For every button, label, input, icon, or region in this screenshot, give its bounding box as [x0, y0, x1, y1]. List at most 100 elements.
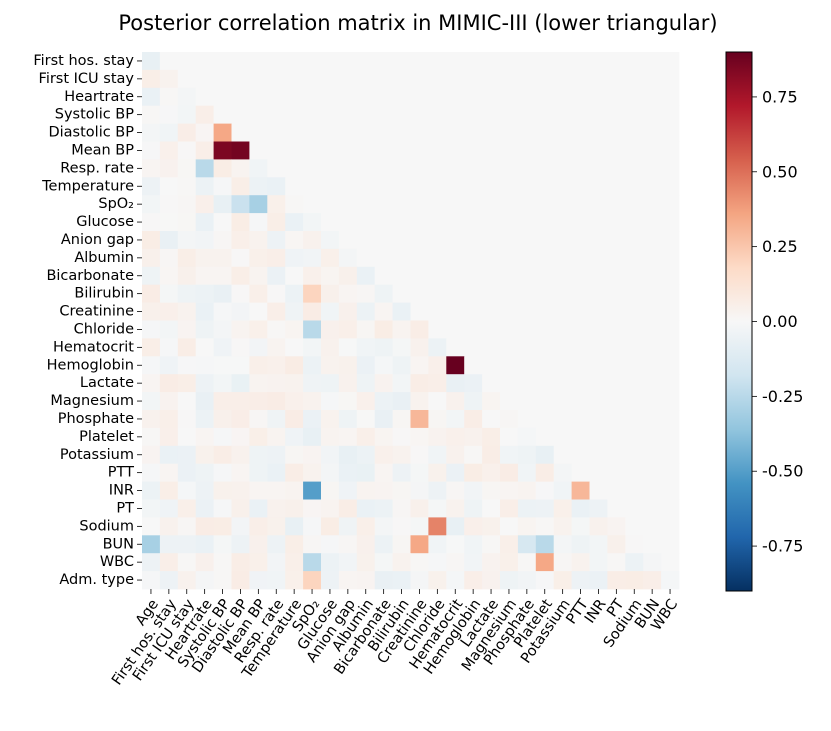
- heatmap-cell: [446, 374, 465, 393]
- heatmap-cell: [589, 248, 608, 268]
- heatmap-cell: [177, 445, 197, 465]
- heatmap-cell: [356, 52, 376, 71]
- heatmap-cell: [571, 123, 590, 142]
- heatmap-cell: [661, 266, 680, 286]
- heatmap-cell: [303, 410, 322, 429]
- heatmap-cell: [285, 159, 304, 178]
- heatmap-cell: [159, 284, 179, 303]
- heatmap-cell: [553, 284, 572, 303]
- heatmap-cell: [428, 553, 447, 572]
- row-label: Platelet: [79, 429, 134, 445]
- heatmap-cell: [142, 463, 161, 482]
- heatmap-cell: [553, 374, 572, 393]
- heatmap-cell: [249, 248, 268, 268]
- heatmap-cell: [482, 410, 501, 429]
- heatmap-cell: [392, 445, 411, 465]
- heatmap-cell: [535, 141, 555, 160]
- heatmap-cell: [177, 266, 197, 286]
- heatmap-cell: [321, 69, 340, 89]
- heatmap-cell: [643, 481, 662, 500]
- heatmap-cell: [517, 571, 537, 590]
- heatmap-cell: [571, 213, 590, 232]
- heatmap-cell: [338, 427, 358, 447]
- heatmap-cell: [338, 284, 358, 303]
- heatmap-cell: [535, 284, 555, 303]
- heatmap-cell: [428, 571, 447, 590]
- heatmap-cell: [195, 499, 214, 518]
- heatmap-cell: [625, 213, 644, 232]
- heatmap-cell: [374, 499, 393, 518]
- heatmap-cell: [321, 248, 340, 268]
- heatmap-cell: [392, 159, 411, 178]
- heatmap-cell: [625, 52, 644, 71]
- heatmap-cell: [643, 535, 662, 554]
- heatmap-cell: [410, 499, 429, 518]
- heatmap-cell: [392, 284, 411, 303]
- heatmap-cell: [535, 553, 555, 572]
- heatmap-cell: [464, 177, 483, 196]
- heatmap-cell: [553, 356, 572, 375]
- heatmap-cell: [446, 87, 465, 107]
- heatmap-cell: [374, 213, 393, 232]
- row-label: Adm. type: [59, 572, 134, 588]
- heatmap-cell: [195, 356, 214, 375]
- heatmap-cell: [482, 69, 501, 89]
- heatmap-cell: [535, 410, 555, 429]
- heatmap-cell: [625, 302, 644, 321]
- heatmap-cell: [374, 177, 393, 196]
- heatmap-cell: [195, 481, 214, 500]
- heatmap-cell: [553, 69, 572, 89]
- row-label: Sodium: [79, 518, 134, 534]
- heatmap-cell: [625, 517, 644, 536]
- heatmap-cell: [571, 141, 590, 160]
- heatmap-cell: [338, 302, 358, 321]
- heatmap-cell: [428, 338, 447, 357]
- heatmap-cell: [428, 535, 447, 554]
- heatmap-cell: [607, 52, 626, 71]
- heatmap-cell: [267, 571, 286, 590]
- heatmap-cell: [142, 159, 161, 178]
- heatmap-cell: [159, 87, 179, 107]
- heatmap-cell: [303, 338, 322, 357]
- heatmap-cell: [553, 105, 572, 124]
- heatmap-cell: [177, 320, 197, 339]
- heatmap-cell: [446, 571, 465, 590]
- heatmap-cell: [321, 517, 340, 536]
- heatmap-cell: [535, 571, 555, 590]
- heatmap-cell: [249, 517, 268, 536]
- heatmap-cell: [643, 248, 662, 268]
- heatmap-cell: [517, 427, 537, 447]
- heatmap-cell: [571, 177, 590, 196]
- heatmap-cell: [643, 338, 662, 357]
- heatmap-cell: [553, 517, 572, 536]
- heatmap-cell: [231, 105, 250, 124]
- heatmap-cell: [177, 427, 197, 447]
- heatmap-cell: [303, 499, 322, 518]
- heatmap-cell: [607, 535, 626, 554]
- heatmap-cell: [249, 177, 268, 196]
- heatmap-cell: [625, 410, 644, 429]
- row-label: Magnesium: [50, 393, 134, 409]
- heatmap-cell: [392, 87, 411, 107]
- heatmap-cell: [625, 374, 644, 393]
- heatmap-cell: [213, 499, 232, 518]
- heatmap-cell: [213, 231, 232, 250]
- heatmap-cell: [589, 410, 608, 429]
- heatmap-cell: [195, 535, 214, 554]
- heatmap-cell: [410, 338, 429, 357]
- heatmap-cell: [374, 159, 393, 178]
- heatmap-cell: [267, 445, 286, 465]
- heatmap-cell: [374, 320, 393, 339]
- heatmap-cell: [374, 195, 393, 214]
- heatmap-cell: [356, 141, 376, 160]
- heatmap-cell: [356, 553, 376, 572]
- heatmap-cell: [285, 248, 304, 268]
- heatmap-cell: [142, 195, 161, 214]
- heatmap-cell: [195, 52, 214, 71]
- heatmap-cell: [482, 105, 501, 124]
- heatmap-cell: [285, 302, 304, 321]
- heatmap-cell: [231, 141, 250, 160]
- heatmap-cell: [428, 87, 447, 107]
- heatmap-cell: [321, 499, 340, 518]
- heatmap-cell: [249, 553, 268, 572]
